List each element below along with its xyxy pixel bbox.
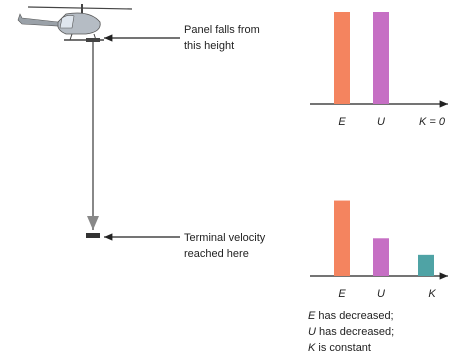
caption-text: has decreased;	[315, 310, 393, 322]
panel	[86, 233, 100, 238]
caption-var: E	[308, 310, 316, 322]
helicopter	[17, 4, 133, 42]
x-tick-label: E	[338, 288, 346, 300]
caption-var: K	[308, 342, 316, 353]
caption-text: is constant	[315, 342, 371, 353]
bar	[418, 254, 434, 276]
label: this height	[184, 40, 234, 52]
caption: U has decreased;	[308, 326, 394, 338]
label: reached here	[184, 248, 249, 260]
x-tick-label: U	[377, 288, 385, 300]
label: Panel falls from	[184, 24, 260, 36]
caption-text: has decreased;	[316, 326, 394, 338]
bar	[334, 200, 350, 276]
x-tick-label: E	[338, 116, 346, 128]
caption: E has decreased;	[308, 310, 394, 322]
bar	[373, 12, 389, 104]
label: Terminal velocity	[184, 232, 266, 244]
bar	[373, 238, 389, 276]
x-tick-label: K	[428, 288, 436, 300]
x-tick-label: U	[377, 116, 385, 128]
x-tick-label: K = 0	[419, 116, 446, 128]
caption: K is constant	[308, 342, 371, 353]
bar	[334, 12, 350, 104]
caption-var: U	[308, 326, 316, 338]
